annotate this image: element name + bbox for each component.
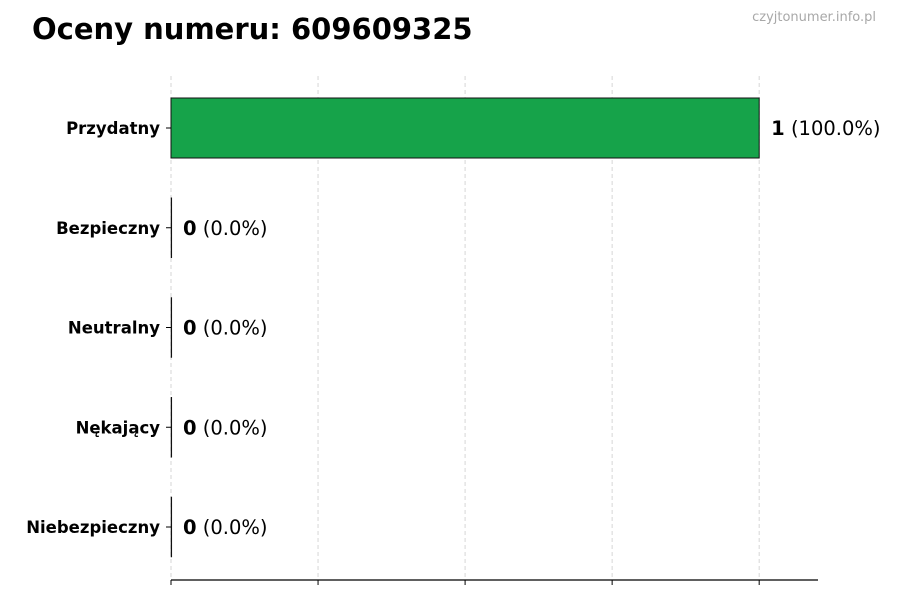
bar bbox=[170, 297, 173, 358]
data-label-percent: (0.0%) bbox=[197, 317, 268, 340]
data-label-count: 0 bbox=[183, 416, 197, 439]
data-label-percent: (0.0%) bbox=[197, 217, 268, 240]
data-label-percent: (100.0%) bbox=[785, 117, 881, 140]
data-label: 1 (100.0%) bbox=[771, 117, 880, 140]
data-label-count: 0 bbox=[183, 217, 197, 240]
watermark: czyjtonumer.info.pl bbox=[752, 10, 876, 25]
bar bbox=[170, 496, 173, 558]
bar bbox=[170, 97, 760, 159]
chart-title: Oceny numeru: 609609325 bbox=[32, 12, 473, 46]
bar bbox=[170, 397, 173, 458]
category-label: Nękający bbox=[76, 418, 161, 437]
data-label-count: 1 bbox=[771, 117, 785, 140]
data-label: 0 (0.0%) bbox=[183, 516, 268, 539]
category-label: Neutralny bbox=[68, 319, 160, 338]
category-label: Przydatny bbox=[66, 119, 160, 138]
data-label-percent: (0.0%) bbox=[197, 416, 268, 439]
data-label-percent: (0.0%) bbox=[197, 516, 268, 539]
data-label-count: 0 bbox=[183, 317, 197, 340]
data-label: 0 (0.0%) bbox=[183, 217, 268, 240]
data-label: 0 (0.0%) bbox=[183, 317, 268, 340]
data-label-count: 0 bbox=[183, 516, 197, 539]
category-label: Bezpieczny bbox=[56, 219, 160, 238]
data-label: 0 (0.0%) bbox=[183, 416, 268, 439]
category-label: Niebezpieczny bbox=[26, 518, 160, 537]
bar bbox=[170, 197, 173, 258]
